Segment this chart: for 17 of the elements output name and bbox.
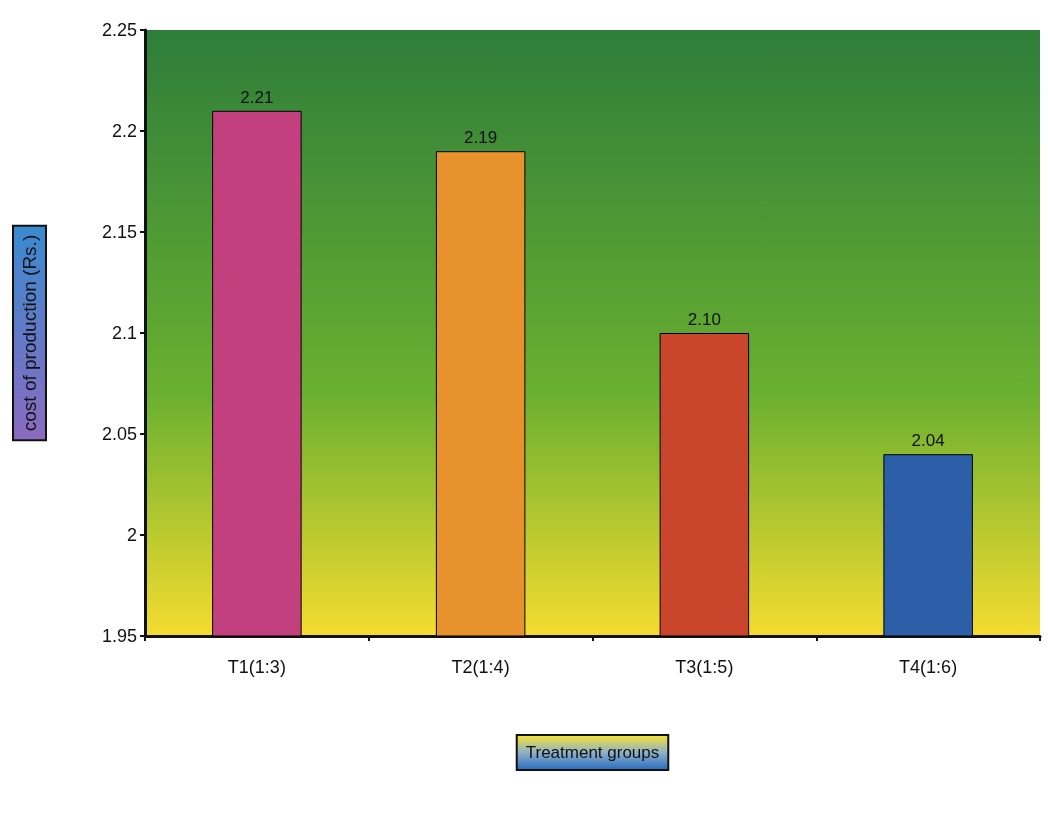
y-tick-label: 1.95 <box>101 626 137 646</box>
x-tick-label: T4(1:6) <box>899 657 958 677</box>
x-tick-label: T2(1:4) <box>451 657 510 677</box>
y-tick-label: 2.05 <box>101 424 137 444</box>
x-tick-label: T1(1:3) <box>227 657 286 677</box>
y-tick-label: 2.15 <box>101 222 137 242</box>
y-tick-label: 2.1 <box>111 323 137 343</box>
x-tick-label: T3(1:5) <box>675 657 734 677</box>
y-tick-label: 2 <box>126 525 137 545</box>
data-label: 2.19 <box>464 128 498 148</box>
y-tick-label: 2.2 <box>111 121 137 141</box>
data-label: 2.10 <box>687 310 721 329</box>
y-axis-title: cost of production (Rs.) <box>19 234 40 432</box>
x-axis-title: Treatment groups <box>525 743 660 762</box>
data-label: 2.04 <box>911 431 945 451</box>
y-tick-label: 2.25 <box>101 20 137 40</box>
data-label: 2.21 <box>240 87 274 107</box>
